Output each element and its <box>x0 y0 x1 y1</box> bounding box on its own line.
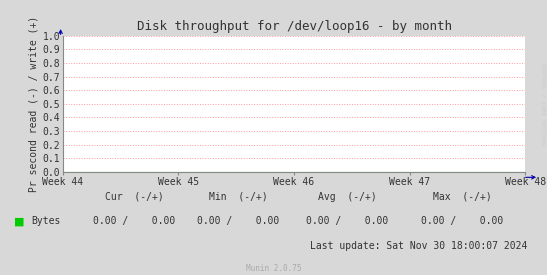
Text: 0.00 /    0.00: 0.00 / 0.00 <box>421 216 503 226</box>
Text: Munin 2.0.75: Munin 2.0.75 <box>246 264 301 273</box>
Text: RRDTOOL / TOBI OETIKER: RRDTOOL / TOBI OETIKER <box>540 63 545 146</box>
Text: 0.00 /    0.00: 0.00 / 0.00 <box>306 216 388 226</box>
Text: Last update: Sat Nov 30 18:00:07 2024: Last update: Sat Nov 30 18:00:07 2024 <box>311 241 528 251</box>
Y-axis label: Pr second read (-) / write (+): Pr second read (-) / write (+) <box>28 16 38 192</box>
Text: Avg  (-/+): Avg (-/+) <box>318 192 377 202</box>
Text: ■: ■ <box>14 216 24 226</box>
Text: 0.00 /    0.00: 0.00 / 0.00 <box>197 216 279 226</box>
Text: Min  (-/+): Min (-/+) <box>208 192 267 202</box>
Text: Max  (-/+): Max (-/+) <box>433 192 492 202</box>
Title: Disk throughput for /dev/loop16 - by month: Disk throughput for /dev/loop16 - by mon… <box>137 20 451 33</box>
Text: 0.00 /    0.00: 0.00 / 0.00 <box>93 216 175 226</box>
Text: Cur  (-/+): Cur (-/+) <box>104 192 164 202</box>
Text: Bytes: Bytes <box>31 216 61 226</box>
